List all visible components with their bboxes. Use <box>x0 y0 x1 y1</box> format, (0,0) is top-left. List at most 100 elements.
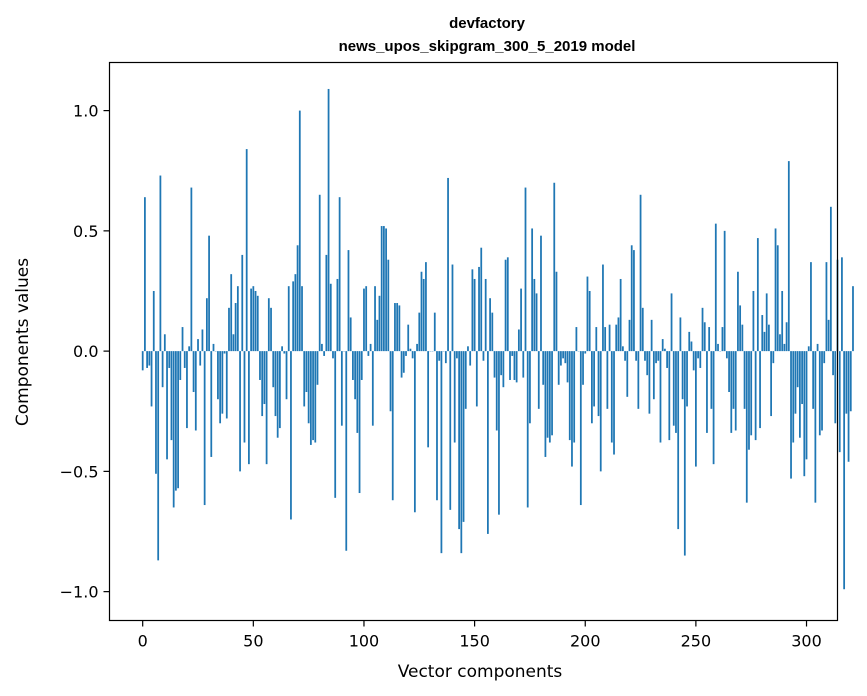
y-tick-label: −1.0 <box>60 583 99 602</box>
y-tick-label: 0.0 <box>73 342 98 361</box>
bar <box>230 274 233 352</box>
bar <box>688 331 691 352</box>
bar <box>484 278 487 352</box>
bar <box>318 194 321 352</box>
bar <box>256 295 259 352</box>
bar <box>303 351 306 407</box>
bar <box>267 298 270 352</box>
bar <box>535 293 538 352</box>
bar <box>352 351 354 380</box>
bar <box>573 351 576 443</box>
y-tick-label: 0.5 <box>73 222 98 241</box>
bar <box>345 351 348 551</box>
bar <box>633 250 635 352</box>
bar <box>677 351 680 530</box>
bar <box>666 351 668 368</box>
bar <box>332 351 334 359</box>
bar <box>409 348 412 352</box>
bar <box>679 317 682 352</box>
bar <box>657 351 660 361</box>
bar <box>710 351 713 409</box>
bar <box>544 351 547 457</box>
y-tick-label: −0.5 <box>60 462 99 481</box>
bar <box>219 351 222 424</box>
bar <box>188 346 191 352</box>
bar <box>606 351 609 409</box>
bar <box>628 319 631 352</box>
bar <box>338 197 341 352</box>
bar <box>761 315 764 352</box>
bar <box>714 223 717 352</box>
bar <box>340 351 343 426</box>
bar <box>783 343 786 352</box>
bar <box>745 351 748 503</box>
bar <box>805 351 808 460</box>
bar <box>807 346 810 352</box>
bar <box>155 351 157 474</box>
bar <box>405 351 407 356</box>
bars-group <box>141 88 854 590</box>
bar <box>321 343 323 352</box>
bar <box>776 245 779 352</box>
bar <box>595 327 598 352</box>
bar <box>739 305 742 352</box>
bar <box>391 351 394 501</box>
bar <box>228 307 230 352</box>
bar <box>500 351 503 376</box>
bar <box>675 351 677 433</box>
bar <box>212 343 215 352</box>
bar <box>453 351 456 443</box>
bar <box>730 351 733 433</box>
bar <box>721 327 724 352</box>
bar <box>814 351 817 503</box>
bar <box>801 351 803 405</box>
bar <box>369 343 372 352</box>
bar <box>427 351 430 448</box>
bar <box>648 351 651 414</box>
bar <box>265 351 268 465</box>
bar <box>613 351 615 455</box>
bar <box>491 312 494 352</box>
bar <box>316 351 319 385</box>
bar <box>208 235 210 352</box>
bar <box>422 278 425 352</box>
bar <box>838 351 841 453</box>
bar <box>551 351 553 436</box>
bar <box>327 88 330 352</box>
x-tick-label: 300 <box>791 632 822 651</box>
bar <box>635 351 638 361</box>
bar <box>827 319 830 352</box>
bar <box>394 303 396 352</box>
bar <box>475 351 478 407</box>
bar <box>383 226 385 352</box>
bar <box>843 351 846 590</box>
bar <box>239 351 241 472</box>
bar <box>371 351 374 426</box>
bar <box>301 286 303 352</box>
x-tick-label: 250 <box>681 632 712 651</box>
bar <box>785 322 788 352</box>
bar <box>309 351 312 445</box>
bar <box>325 254 328 352</box>
bar <box>323 351 326 356</box>
bar <box>818 351 821 436</box>
bar <box>661 339 664 352</box>
bar <box>440 351 443 554</box>
x-tick-label: 150 <box>459 632 490 651</box>
axes-group: 0 50 100 150 200 250 300 −1.0 −0.5 0.0 0.5 1.0 <box>60 102 822 651</box>
bar <box>655 351 657 364</box>
bar <box>413 351 416 513</box>
bar <box>584 351 587 354</box>
bar <box>624 351 626 361</box>
bar <box>376 319 379 352</box>
bar <box>650 319 653 352</box>
bar <box>447 177 449 352</box>
bar <box>177 351 179 489</box>
bar <box>641 307 644 352</box>
bar <box>790 351 792 479</box>
bar <box>283 351 286 354</box>
bar <box>243 351 246 443</box>
bar <box>522 351 525 378</box>
bar <box>588 290 591 352</box>
bar <box>644 351 646 361</box>
